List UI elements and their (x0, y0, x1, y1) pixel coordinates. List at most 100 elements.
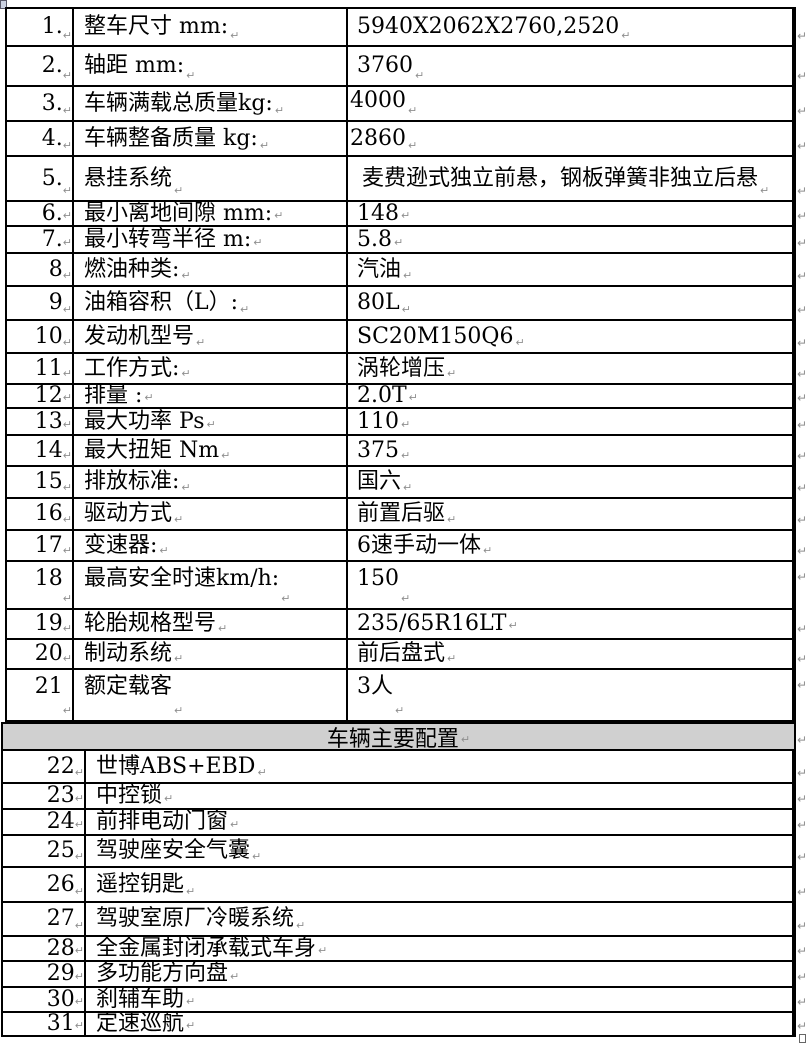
spec-label-cell: 车辆整备质量 kg: ↵ (74, 122, 348, 155)
config-item-cell: 遥控钥匙 ↵ (86, 868, 794, 901)
spec-value: 235/65R16LT (357, 610, 507, 636)
row-number: 22 (46, 753, 75, 779)
paragraph-mark-icon: ↵ (62, 704, 72, 717)
row-number-cell: 11 ↵ (7, 354, 74, 383)
spec-value: 150 (357, 566, 399, 591)
row-end-mark-icon: ↵ (796, 139, 807, 153)
spec-value: 3人 (357, 674, 393, 699)
row-number-cell: 18 ↵ (7, 562, 74, 608)
spec-value-cell: 4000 ↵ (348, 87, 794, 120)
row-number: 4. (41, 125, 63, 151)
config-item: 刹辅车助 (96, 988, 185, 1011)
paragraph-mark-icon: ↵ (621, 29, 631, 42)
config-item-cell: 驾驶座安全气囊 ↵ (86, 836, 794, 866)
spec-row: 1. ↵ 整车尺寸 mm: ↵ 5940X2062X2760,2520 ↵ ↵ (7, 9, 807, 47)
row-end-mark-icon: ↵ (796, 766, 807, 780)
spec-label-cell: 油箱容积（L）: ↵ (74, 287, 348, 319)
paragraph-mark-icon: ↵ (62, 336, 72, 349)
spec-label-cell: 整车尺寸 mm: ↵ (74, 9, 348, 45)
row-end-mark-icon: ↵ (796, 885, 807, 899)
row-number-cell: 7. ↵ (7, 227, 74, 252)
spec-value: 3760 (357, 53, 413, 79)
row-number-cell: 9 ↵ (7, 287, 74, 319)
row-number-cell: 25 ↵ (3, 836, 86, 866)
row-number: 16 (34, 501, 63, 527)
row-number: 30 (46, 988, 75, 1011)
paragraph-mark-icon: ↵ (447, 367, 457, 380)
paragraph-mark-icon: ↵ (230, 818, 240, 831)
spec-value: 国六 (357, 469, 402, 495)
paragraph-mark-icon: ↵ (259, 139, 270, 152)
paragraph-mark-icon: ↵ (401, 209, 411, 222)
paragraph-mark-icon: ↵ (62, 269, 72, 282)
paragraph-mark-icon: ↵ (74, 1019, 84, 1032)
row-number: 28 (46, 937, 75, 960)
section-header-title: 车辆主要配置 (326, 726, 459, 752)
paragraph-mark-icon: ↵ (159, 544, 169, 557)
spec-row: 11 ↵ 工作方式: ↵ 涡轮增压 ↵ ↵ (7, 354, 807, 385)
config-item: 前排电动门窗 (96, 810, 229, 834)
row-end-mark-icon: ↵ (796, 367, 807, 381)
paragraph-mark-icon: ↵ (62, 139, 72, 152)
paragraph-mark-icon: ↵ (274, 104, 285, 117)
spec-value-cell: 涡轮增压 ↵ (348, 354, 794, 383)
row-end-mark-icon: ↵ (796, 678, 807, 692)
paragraph-mark-icon: ↵ (401, 303, 411, 316)
config-item-cell: 刹辅车助 ↵ (86, 988, 794, 1011)
config-item-cell: 定速巡航 ↵ (86, 1013, 794, 1035)
spec-label-cell: 最高安全时速km/h: ↵ (74, 562, 348, 608)
row-end-mark-icon: ↵ (796, 184, 807, 198)
paragraph-mark-icon: ↵ (181, 269, 191, 282)
paragraph-mark-icon: ↵ (483, 544, 493, 557)
row-number: 24 (46, 810, 75, 834)
spec-value-cell: 国六 ↵ (348, 467, 794, 497)
paragraph-mark-icon: ↵ (62, 418, 72, 431)
row-number-cell: 2. ↵ (7, 47, 74, 85)
row-end-mark-icon: ↵ (796, 818, 807, 832)
paragraph-mark-icon: ↵ (218, 622, 228, 635)
config-row: 28 ↵ 全金属封闭承载式车身 ↵ ↵ (3, 937, 807, 962)
paragraph-mark-icon: ↵ (144, 391, 154, 404)
paragraph-mark-icon: ↵ (252, 850, 262, 863)
row-number: 10 (34, 323, 63, 349)
paragraph-mark-icon: ↵ (74, 919, 84, 932)
paragraph-mark-icon: ↵ (206, 418, 216, 431)
spec-row: 14 ↵ 最大扭矩 Nm ↵ 375 ↵ ↵ (7, 436, 807, 467)
row-number: 3. (41, 90, 63, 116)
paragraph-mark-icon: ↵ (401, 418, 411, 431)
row-number-cell: 3. ↵ (7, 87, 74, 120)
paragraph-mark-icon: ↵ (74, 995, 84, 1008)
row-end-mark-icon: ↵ (796, 570, 807, 584)
paragraph-mark-icon: ↵ (460, 733, 471, 746)
spec-label: 油箱容积（L）: (84, 290, 239, 316)
spec-label-cell: 工作方式: ↵ (74, 354, 348, 383)
row-number: 2. (41, 53, 63, 79)
paragraph-mark-icon: ↵ (760, 184, 770, 197)
row-end-mark-icon: ↵ (796, 622, 807, 636)
paragraph-mark-icon: ↵ (174, 513, 184, 526)
spec-label-cell: 燃油种类: ↵ (74, 254, 348, 285)
row-number: 9 (48, 290, 63, 316)
spec-value-cell: 235/65R16LT ↵ (348, 610, 794, 638)
config-row: 24 ↵ 前排电动门窗 ↵ ↵ (3, 810, 807, 836)
row-number: 26 (46, 871, 75, 897)
spec-value-cell: 3人 ↵ (348, 670, 794, 720)
paragraph-mark-icon: ↵ (296, 919, 306, 932)
spec-row: 3. ↵ 车辆满载总质量kg: ↵ 4000 ↵ ↵ (7, 87, 807, 122)
row-number-cell: 15 ↵ (7, 467, 74, 497)
spec-label-cell: 发动机型号 ↵ (74, 321, 348, 352)
row-number: 27 (46, 906, 75, 932)
spec-value: 2.0T (357, 385, 407, 407)
spec-value-cell: 2860 ↵ (348, 122, 794, 155)
row-end-mark-icon: ↵ (796, 69, 807, 83)
row-number: 13 (34, 409, 63, 434)
spec-label: 制动系统 (84, 641, 173, 667)
paragraph-mark-icon: ↵ (62, 622, 72, 635)
spec-value-cell: 148 ↵ (348, 202, 794, 225)
paragraph-mark-icon: ↵ (186, 995, 196, 1008)
row-end-mark-icon: ↵ (796, 652, 807, 666)
spec-label: 驱动方式 (84, 501, 173, 527)
config-item-cell: 中控锁 ↵ (86, 784, 794, 808)
table-move-handle-icon[interactable] (0, 0, 7, 9)
spec-value-cell: 5940X2062X2760,2520 ↵ (348, 9, 794, 45)
